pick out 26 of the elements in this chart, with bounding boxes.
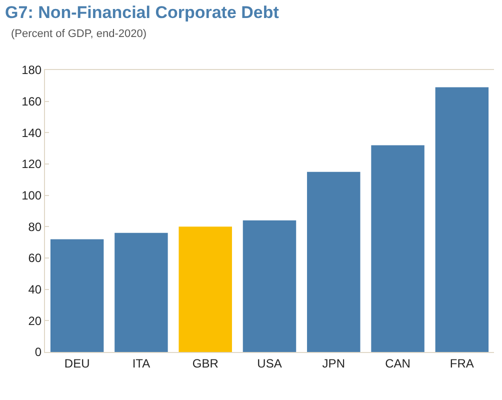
x-tick-label: CAN bbox=[385, 356, 410, 370]
y-tick-label: 120 bbox=[22, 157, 42, 172]
chart-title: G7: Non-Financial Corporate Debt bbox=[5, 2, 280, 22]
y-tick-label: 60 bbox=[28, 251, 42, 266]
y-tick-label: 100 bbox=[22, 188, 42, 203]
y-tick-label: 80 bbox=[28, 220, 42, 234]
bar bbox=[114, 232, 168, 352]
y-tick-label: 140 bbox=[22, 126, 42, 140]
y-tick-label: 160 bbox=[22, 94, 42, 109]
bar bbox=[371, 145, 424, 352]
x-tick-label: FRA bbox=[450, 356, 474, 370]
bar bbox=[50, 239, 104, 352]
x-tick-label: ITA bbox=[132, 356, 150, 370]
bar bbox=[242, 220, 296, 352]
y-tick-label: 20 bbox=[28, 314, 42, 328]
x-tick-label: DEU bbox=[64, 356, 90, 370]
bar bbox=[435, 87, 489, 352]
bar bbox=[178, 226, 232, 352]
x-tick-label: USA bbox=[257, 356, 282, 370]
chart-subtitle: (Percent of GDP, end-2020) bbox=[11, 28, 147, 40]
x-tick-label: GBR bbox=[192, 356, 219, 370]
y-tick-label: 40 bbox=[28, 282, 42, 297]
bar bbox=[307, 172, 360, 352]
y-tick-label: 180 bbox=[22, 63, 42, 78]
x-tick-label: JPN bbox=[322, 356, 345, 370]
y-tick-label: 0 bbox=[34, 345, 42, 360]
